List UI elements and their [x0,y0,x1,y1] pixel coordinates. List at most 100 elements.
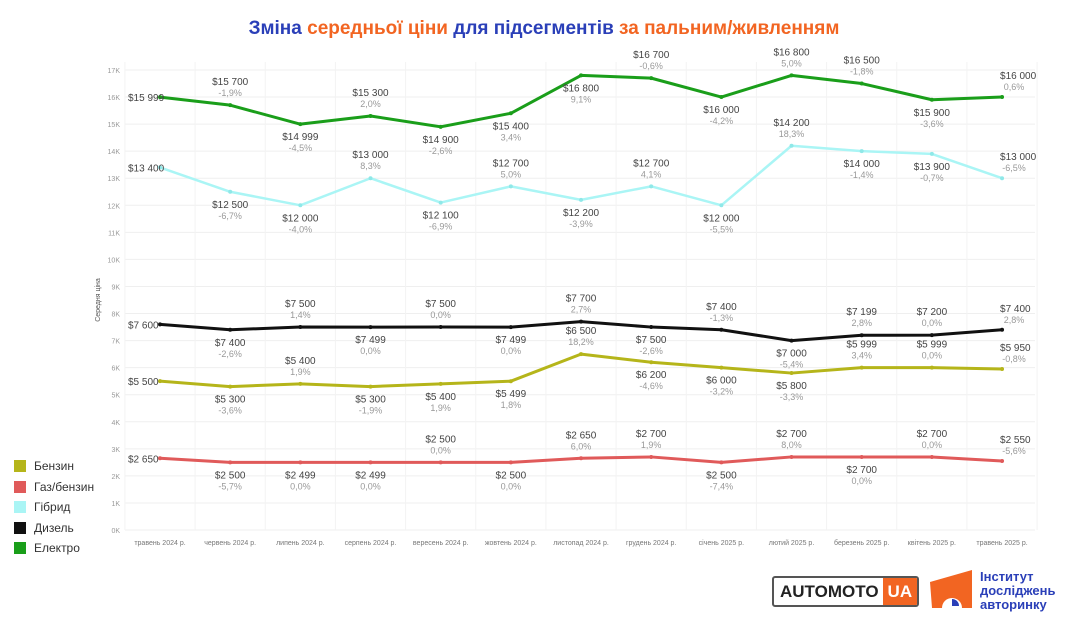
legend-label: Гібрид [34,500,71,515]
change-label: -6,9% [429,222,453,232]
value-label: $13 000 [352,150,389,161]
value-label: $5 400 [285,356,316,367]
data-point [929,151,934,156]
x-tick-label: грудень 2024 р. [626,540,676,547]
data-point [1000,459,1005,463]
change-label: -6,5% [1002,163,1026,173]
y-tick-label: 5K [111,393,120,400]
value-label: $5 300 [355,395,386,406]
data-point [789,454,794,459]
value-label: $14 999 [282,132,319,143]
change-label: 0,0% [851,476,872,486]
y-tick-label: 7K [111,339,120,346]
change-label: 6,0% [571,441,592,451]
change-label: -3,6% [218,406,242,416]
data-point [298,122,303,127]
value-label: $5 999 [917,340,948,351]
change-label: 5,0% [781,58,802,68]
value-label: $2 700 [846,465,877,476]
change-label: 0,0% [922,440,943,450]
value-label: $13 900 [914,162,951,173]
data-point [228,460,233,465]
change-label: -3,9% [569,219,593,229]
legend-swatch [14,460,26,473]
data-point [508,325,513,330]
x-tick-label: квітень 2025 р. [908,539,956,547]
value-label: $16 800 [563,83,600,94]
value-label: $5 400 [425,392,456,403]
value-label: $2 499 [355,470,386,481]
value-label: $7 400 [706,302,737,313]
data-point [649,76,654,81]
y-tick-label: 9K [111,284,120,291]
value-label: $5 500 [128,377,159,388]
value-label: $7 400 [215,338,246,349]
y-tick-label: 2K [111,474,120,481]
change-label: -3,2% [710,387,734,397]
value-label: $2 700 [636,429,667,440]
change-label: 3,4% [501,132,522,142]
value-label: $13 400 [128,163,165,174]
value-label: $2 500 [706,470,737,481]
change-label: 0,6% [1004,82,1025,92]
value-label: $7 700 [566,294,597,305]
data-point [789,73,794,78]
value-label: $2 500 [215,470,246,481]
change-label: -0,6% [639,61,663,71]
value-label: $15 700 [212,77,249,88]
change-label: -4,5% [289,143,313,153]
change-label: -7,4% [710,481,734,491]
data-point [579,456,584,461]
data-point [649,325,654,330]
data-point [789,143,794,148]
change-label: 1,9% [641,440,662,450]
change-label: -4,2% [710,116,734,126]
series-Гібрид: $13 400$12 500-6,7% $12 000-4,0%$13 0008,… [128,118,1037,235]
change-label: 4,1% [641,169,662,179]
change-label: -1,4% [850,170,874,180]
value-label: $13 000 [1000,152,1037,163]
value-label: $15 900 [914,108,951,119]
chart-title: Зміна середньої ціни для підсегментів за… [0,18,1088,40]
title-part: за пальним/живленням [619,18,840,39]
data-point [1000,176,1005,181]
value-label: $7 499 [496,335,527,346]
value-label: $7 499 [355,335,386,346]
value-label: $2 500 [496,470,527,481]
data-point [719,365,724,370]
value-label: $6 500 [566,326,597,337]
change-label: 8,0% [781,440,802,450]
data-point [719,460,724,465]
legend-label: Електро [34,541,80,556]
change-label: 1,4% [290,310,311,320]
data-point [438,325,443,330]
value-label: $16 000 [1000,71,1037,82]
value-label: $16 000 [703,105,740,116]
data-point [929,333,934,338]
series-Електро: $15 999 $15 700-1,9% $14 999-4,5% $15 3002,… [128,47,1037,155]
change-label: 0,0% [360,346,381,356]
value-label: $15 400 [493,121,530,132]
change-label: -1,8% [850,67,874,77]
x-tick-label: лютий 2025 р. [769,539,815,547]
change-label: -0,8% [1002,354,1026,364]
data-point [228,189,233,194]
change-label: -0,7% [920,173,944,183]
data-point [508,184,513,189]
x-tick-label: травень 2025 р. [976,540,1027,547]
data-point [158,379,162,384]
change-label: 9,1% [571,94,592,104]
data-point [368,460,373,465]
change-label: -1,9% [359,406,383,416]
data-point [929,454,934,459]
value-label: $12 000 [282,213,319,224]
value-label: $7 199 [846,307,877,318]
legend: Бензин Газ/бензин Гібрид Дизель Електро [14,456,94,559]
change-label: 18,2% [568,337,594,347]
value-label: $15 999 [128,93,165,104]
x-tick-label: червень 2024 р. [204,540,256,547]
x-tick-label: березень 2025 р. [834,539,889,547]
change-label: 3,4% [851,351,872,361]
